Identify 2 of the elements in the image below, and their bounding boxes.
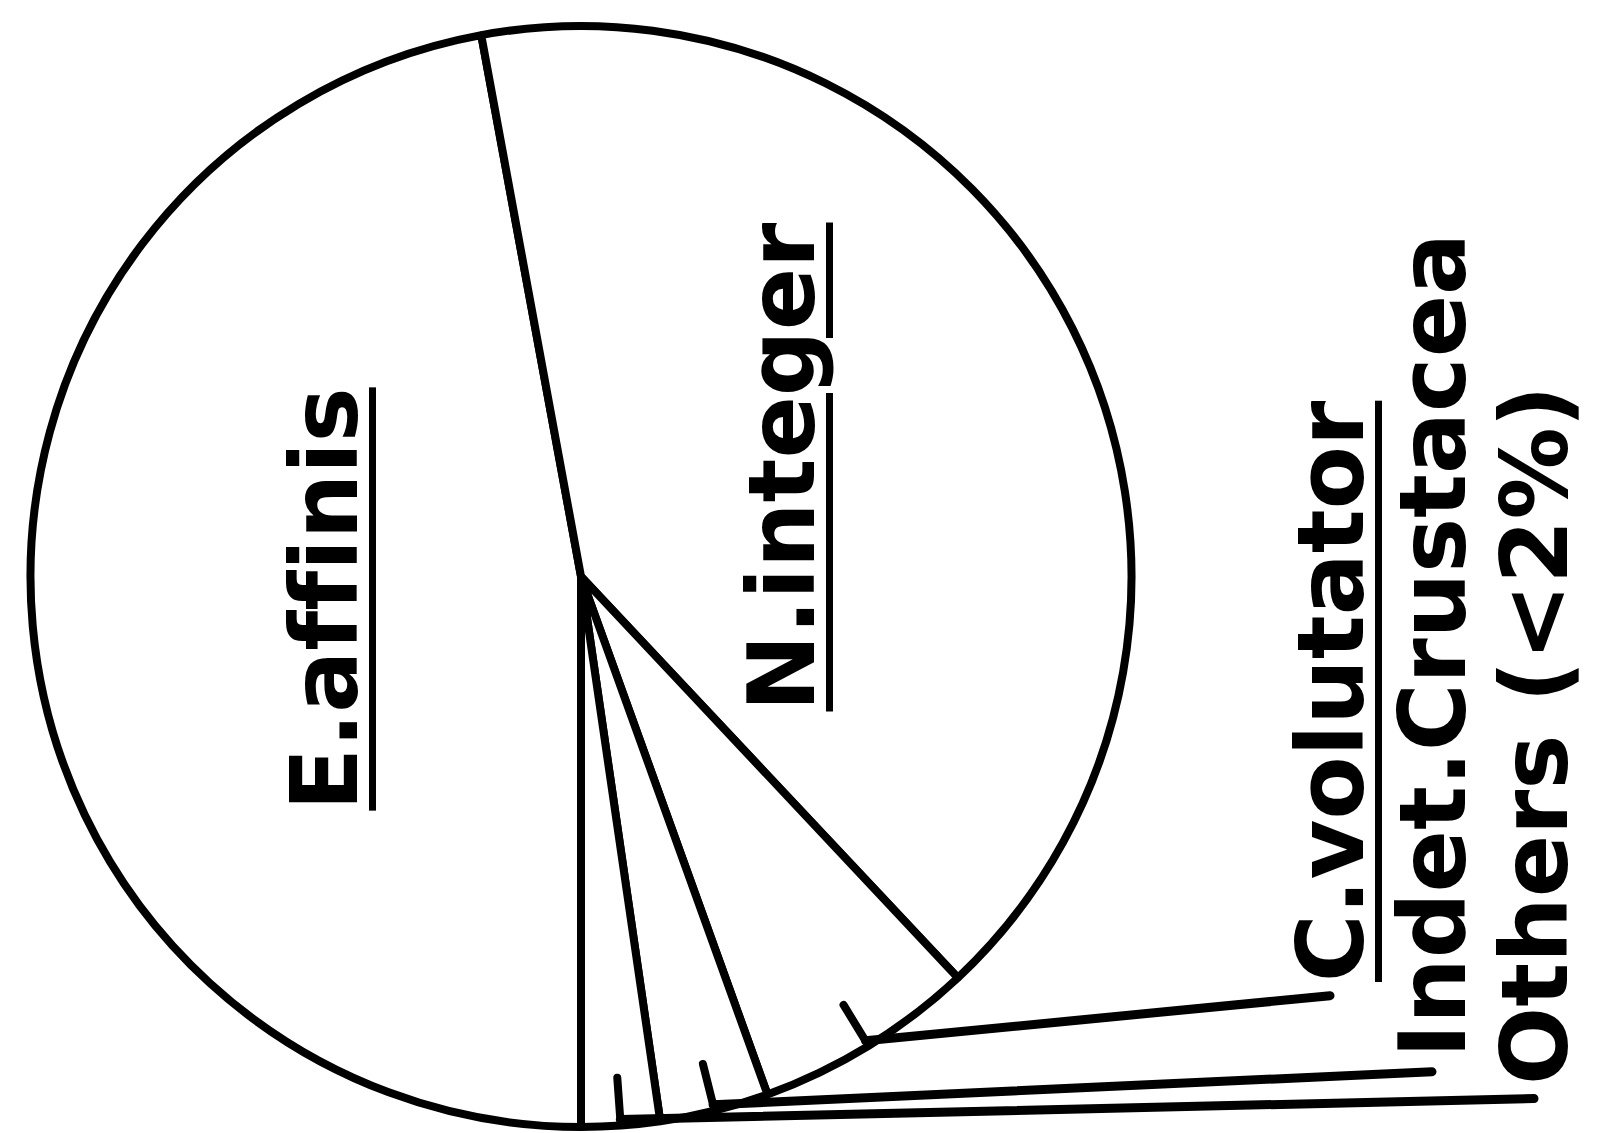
slice-label: E.affinis bbox=[271, 386, 380, 811]
slice-label: N.integer bbox=[729, 222, 838, 712]
